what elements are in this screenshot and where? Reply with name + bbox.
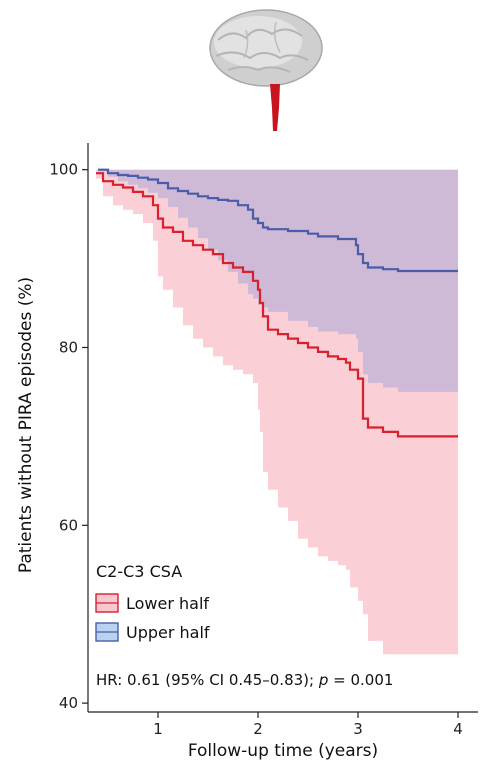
y-axis-title: Patients without PIRA episodes (%) xyxy=(16,277,36,573)
survival-lines xyxy=(96,168,458,438)
axis-ticks: 1 2 3 4 40 60 80 100 xyxy=(49,161,462,738)
x-tick-label: 2 xyxy=(253,720,263,738)
p-symbol: p xyxy=(318,671,329,689)
line-upper-half xyxy=(98,168,458,273)
legend: C2-C3 CSA Lower half Upper half xyxy=(95,562,210,642)
x-tick-label: 3 xyxy=(353,720,363,738)
legend-label-upper-half: Upper half xyxy=(126,623,210,642)
y-tick-label: 60 xyxy=(59,516,78,534)
p-value: = 0.001 xyxy=(328,671,393,689)
hazard-ratio-annotation: HR: 0.61 (95% CI 0.45–0.83); p = 0.001 xyxy=(96,671,393,689)
y-tick-label: 40 xyxy=(59,694,78,712)
legend-label-lower-half: Lower half xyxy=(126,594,209,613)
confidence-bands xyxy=(96,169,458,655)
line-lower-half xyxy=(96,172,458,438)
hr-text: HR: 0.61 (95% CI 0.45–0.83); xyxy=(96,671,319,689)
y-tick-label: 100 xyxy=(49,161,78,179)
x-tick-label: 1 xyxy=(153,720,163,738)
y-tick-label: 80 xyxy=(59,338,78,356)
x-tick-label: 4 xyxy=(453,720,463,738)
ci-band-upper-half xyxy=(98,169,458,392)
brain-icon xyxy=(209,9,323,87)
spinal-cord-icon xyxy=(270,84,280,131)
legend-title: C2-C3 CSA xyxy=(96,562,182,581)
x-axis-title: Follow-up time (years) xyxy=(188,741,378,761)
